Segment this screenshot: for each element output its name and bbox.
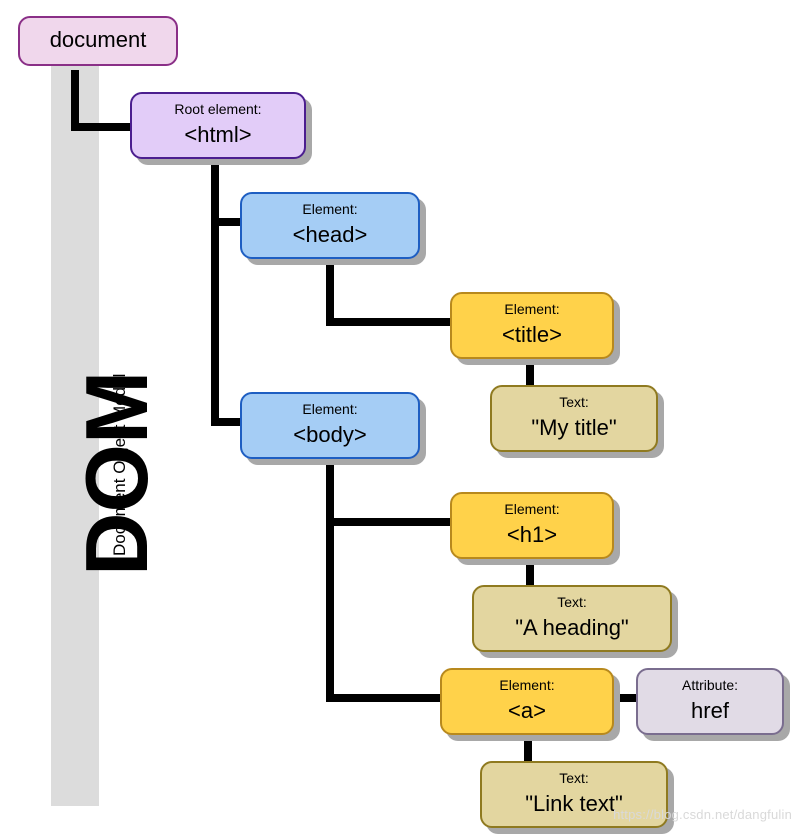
node-type-label: Text:: [490, 770, 658, 787]
node-type-label: Element:: [460, 501, 604, 518]
node-type-label: Element:: [250, 401, 410, 418]
node-type-label: Text:: [482, 594, 662, 611]
connector-body-to-a: [330, 459, 440, 698]
connector-body-to-h1: [330, 459, 450, 522]
node-type-label: Text:: [500, 394, 648, 411]
node-main-label: "A heading": [482, 615, 662, 641]
node-head: Element: <head>: [240, 192, 420, 259]
watermark: https://blog.csdn.net/dangfulin: [613, 807, 792, 822]
node-main-label: <title>: [460, 322, 604, 348]
connector-head-to-title: [330, 259, 450, 322]
sidebar-subtitle: Document Object Model: [110, 374, 130, 556]
node-main-label: "My title": [500, 415, 648, 441]
node-main-label: href: [646, 698, 774, 724]
node-title: Element: <title>: [450, 292, 614, 359]
node-type-label: Element:: [250, 201, 410, 218]
node-main-label: <h1>: [460, 522, 604, 548]
connector-html-to-head: [215, 159, 240, 222]
node-a: Element: <a>: [440, 668, 614, 735]
node-main-label: <body>: [250, 422, 410, 448]
node-main-label: <a>: [450, 698, 604, 724]
node-type-label: Element:: [450, 677, 604, 694]
node-heading: Text: "A heading": [472, 585, 672, 652]
connector-html-to-body: [215, 159, 240, 422]
node-href: Attribute: href: [636, 668, 784, 735]
node-main-label: document: [28, 27, 168, 53]
node-body: Element: <body>: [240, 392, 420, 459]
node-document: document: [18, 16, 178, 66]
node-type-label: Attribute:: [646, 677, 774, 694]
node-type-label: Root element:: [140, 101, 296, 118]
node-mytitle: Text: "My title": [490, 385, 658, 452]
node-type-label: Element:: [460, 301, 604, 318]
node-html: Root element: <html>: [130, 92, 306, 159]
node-h1: Element: <h1>: [450, 492, 614, 559]
node-main-label: <html>: [140, 122, 296, 148]
node-main-label: <head>: [250, 222, 410, 248]
